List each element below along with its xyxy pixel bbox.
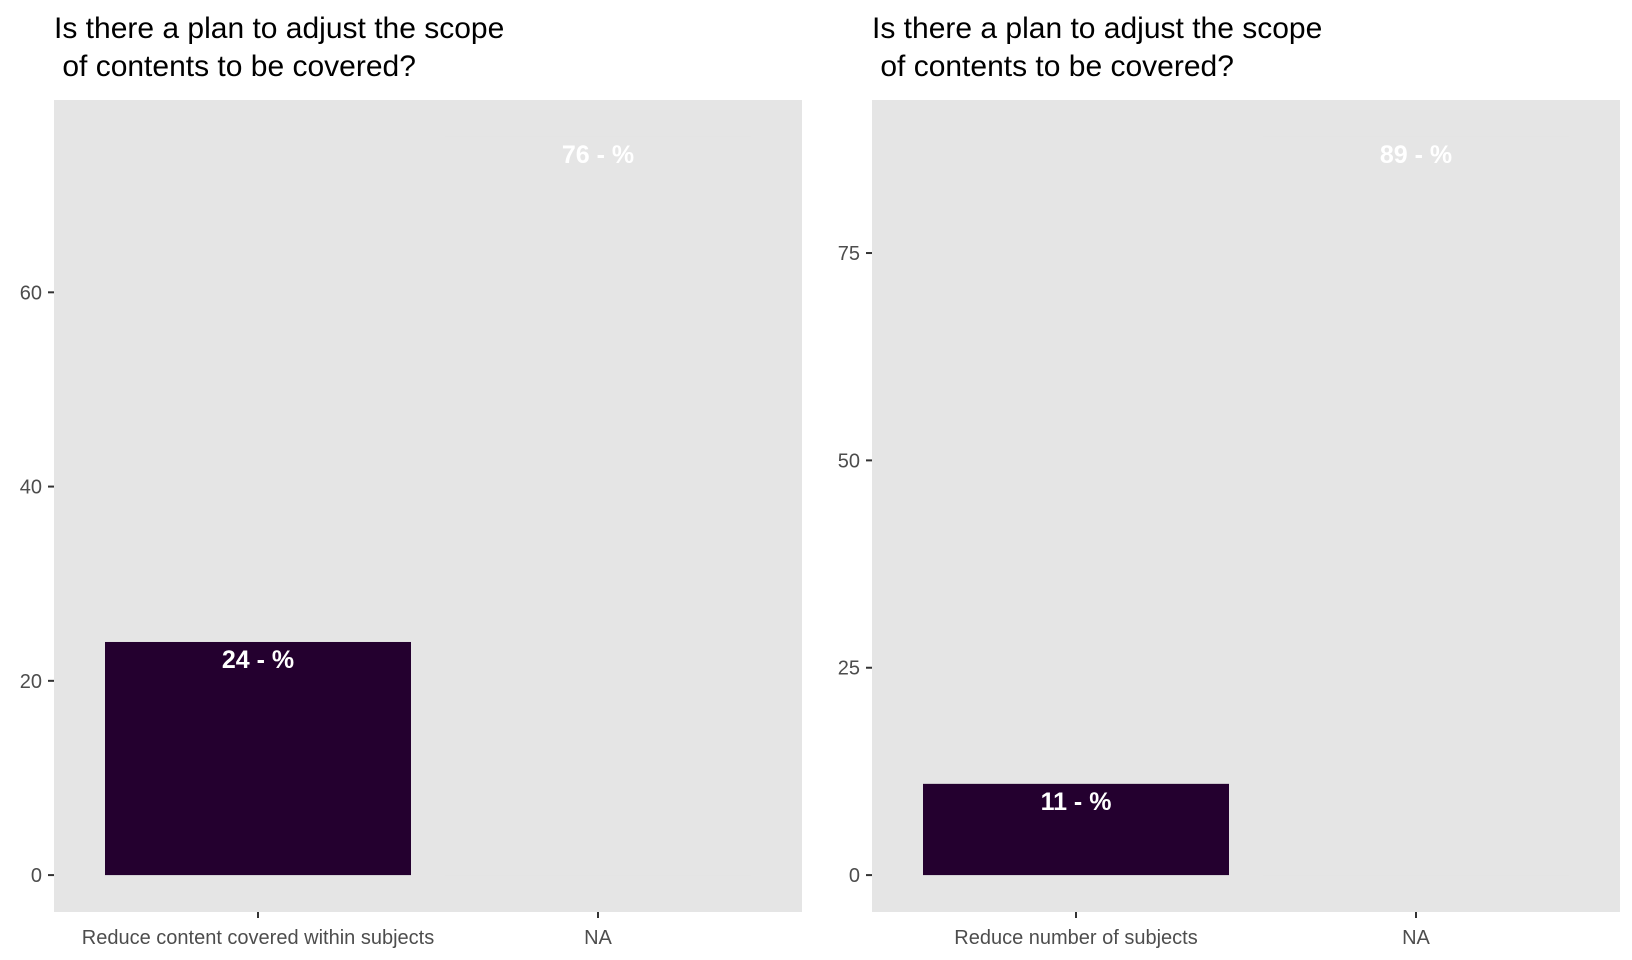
chart-marks: 0 25 50 75 11 - % Reduce number of subjects 89… <box>838 136 1569 949</box>
chart-right: Is there a plan to adjust the scope of c… <box>838 12 1620 949</box>
y-tick-label: 75 <box>838 243 860 265</box>
chart-title-line-1: Is there a plan to adjust the scope <box>872 12 1322 45</box>
bar <box>105 641 411 876</box>
x-tick-label: NA <box>584 927 612 949</box>
bar-data-label: 24 - % <box>222 646 294 674</box>
bar <box>445 136 751 876</box>
bar-data-label: 89 - % <box>1380 141 1452 169</box>
bar-data-label: 11 - % <box>1041 788 1112 816</box>
y-tick-label: 60 <box>20 282 42 304</box>
bar-data-label: 76 - % <box>562 141 634 169</box>
chart-left: Is there a plan to adjust the scope of c… <box>20 12 802 949</box>
chart-title-line-2: of contents to be covered? <box>872 50 1234 83</box>
x-tick-label: Reduce number of subjects <box>954 927 1197 949</box>
x-tick-label: NA <box>1402 927 1430 949</box>
y-tick-label: 40 <box>20 477 42 499</box>
bar <box>923 783 1229 876</box>
y-tick-label: 50 <box>838 450 860 472</box>
y-tick-label: 25 <box>838 658 860 680</box>
y-tick-label: 20 <box>20 671 42 693</box>
chart-title-line-2: of contents to be covered? <box>54 50 416 83</box>
chart-marks: 0 20 40 60 24 - % Reduce content covered with… <box>20 136 751 949</box>
x-tick-label: Reduce content covered within subjects <box>82 927 434 949</box>
bar <box>1263 136 1569 876</box>
y-tick-label: 0 <box>849 865 860 887</box>
y-tick-label: 0 <box>31 865 42 887</box>
chart-title-line-1: Is there a plan to adjust the scope <box>54 12 504 45</box>
